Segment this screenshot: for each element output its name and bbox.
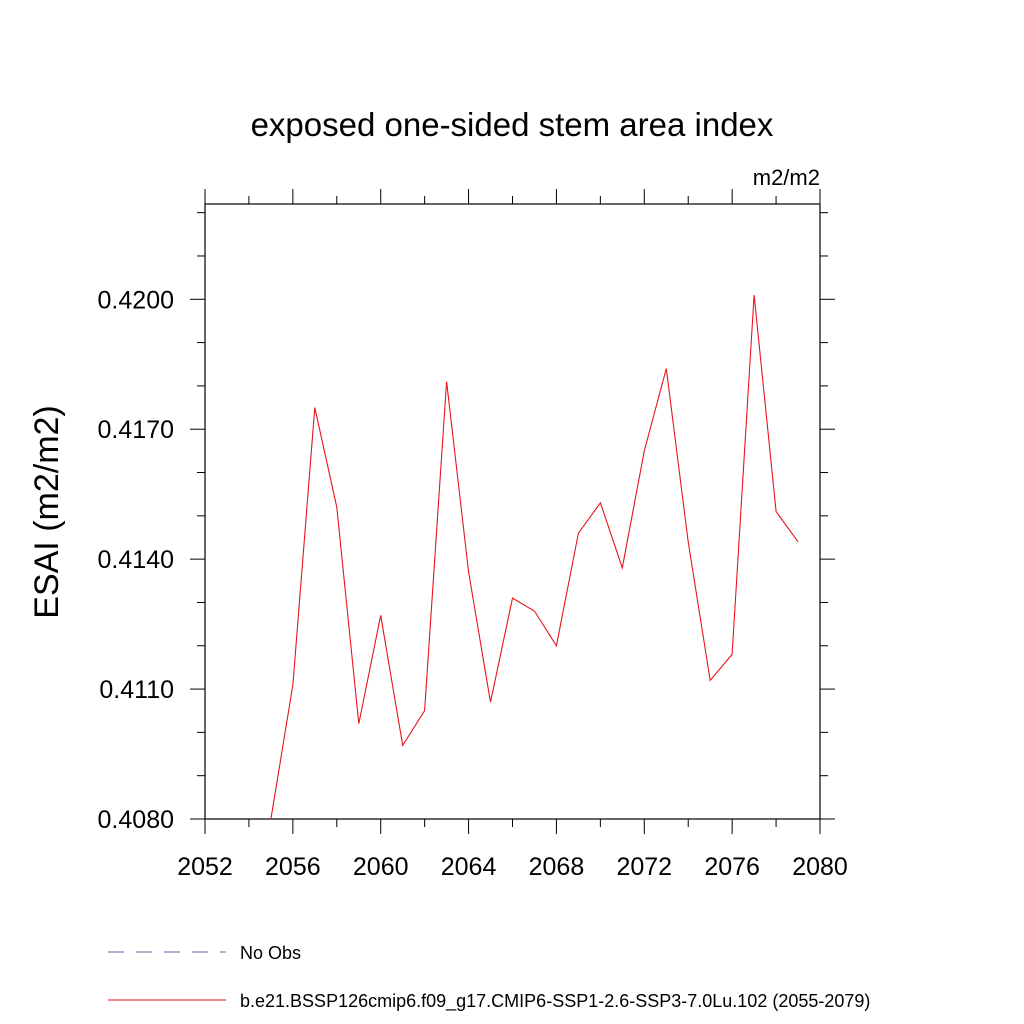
legend-label: b.e21.BSSP126cmip6.f09_g17.CMIP6-SSP1-2.… [240, 991, 870, 1012]
x-tick-label: 2068 [529, 853, 585, 881]
y-tick-label: 0.4140 [98, 546, 174, 574]
x-tick-label: 2052 [177, 853, 233, 881]
x-tick-label: 2076 [704, 853, 760, 881]
plot-frame [204, 203, 821, 820]
y-tick-label: 0.4080 [98, 806, 174, 834]
x-tick-label: 2064 [441, 853, 497, 881]
x-tick-label: 2056 [265, 853, 321, 881]
units-label: m2/m2 [753, 165, 820, 190]
y-axis-label: ESAI (m2/m2) [28, 405, 66, 618]
x-tick-label: 2060 [353, 853, 409, 881]
y-tick-label: 0.4170 [98, 416, 174, 444]
axis-ticks: 2052 2056 2060 2064 2068 2072 2076 2080 0.4080 0.… [98, 189, 848, 881]
x-tick-label: 2072 [616, 853, 672, 881]
legend-label: No Obs [240, 943, 301, 963]
legend: No Obs b.e21.BSSP126cmip6.f09_g17.CMIP6-S… [108, 943, 870, 1012]
series-line [270, 294, 799, 820]
chart-title: exposed one-sided stem area index [251, 106, 774, 143]
x-tick-label: 2080 [792, 853, 848, 881]
series-layer [270, 294, 799, 820]
y-tick-label: 0.4110 [99, 676, 174, 704]
y-tick-label: 0.4200 [98, 286, 174, 314]
